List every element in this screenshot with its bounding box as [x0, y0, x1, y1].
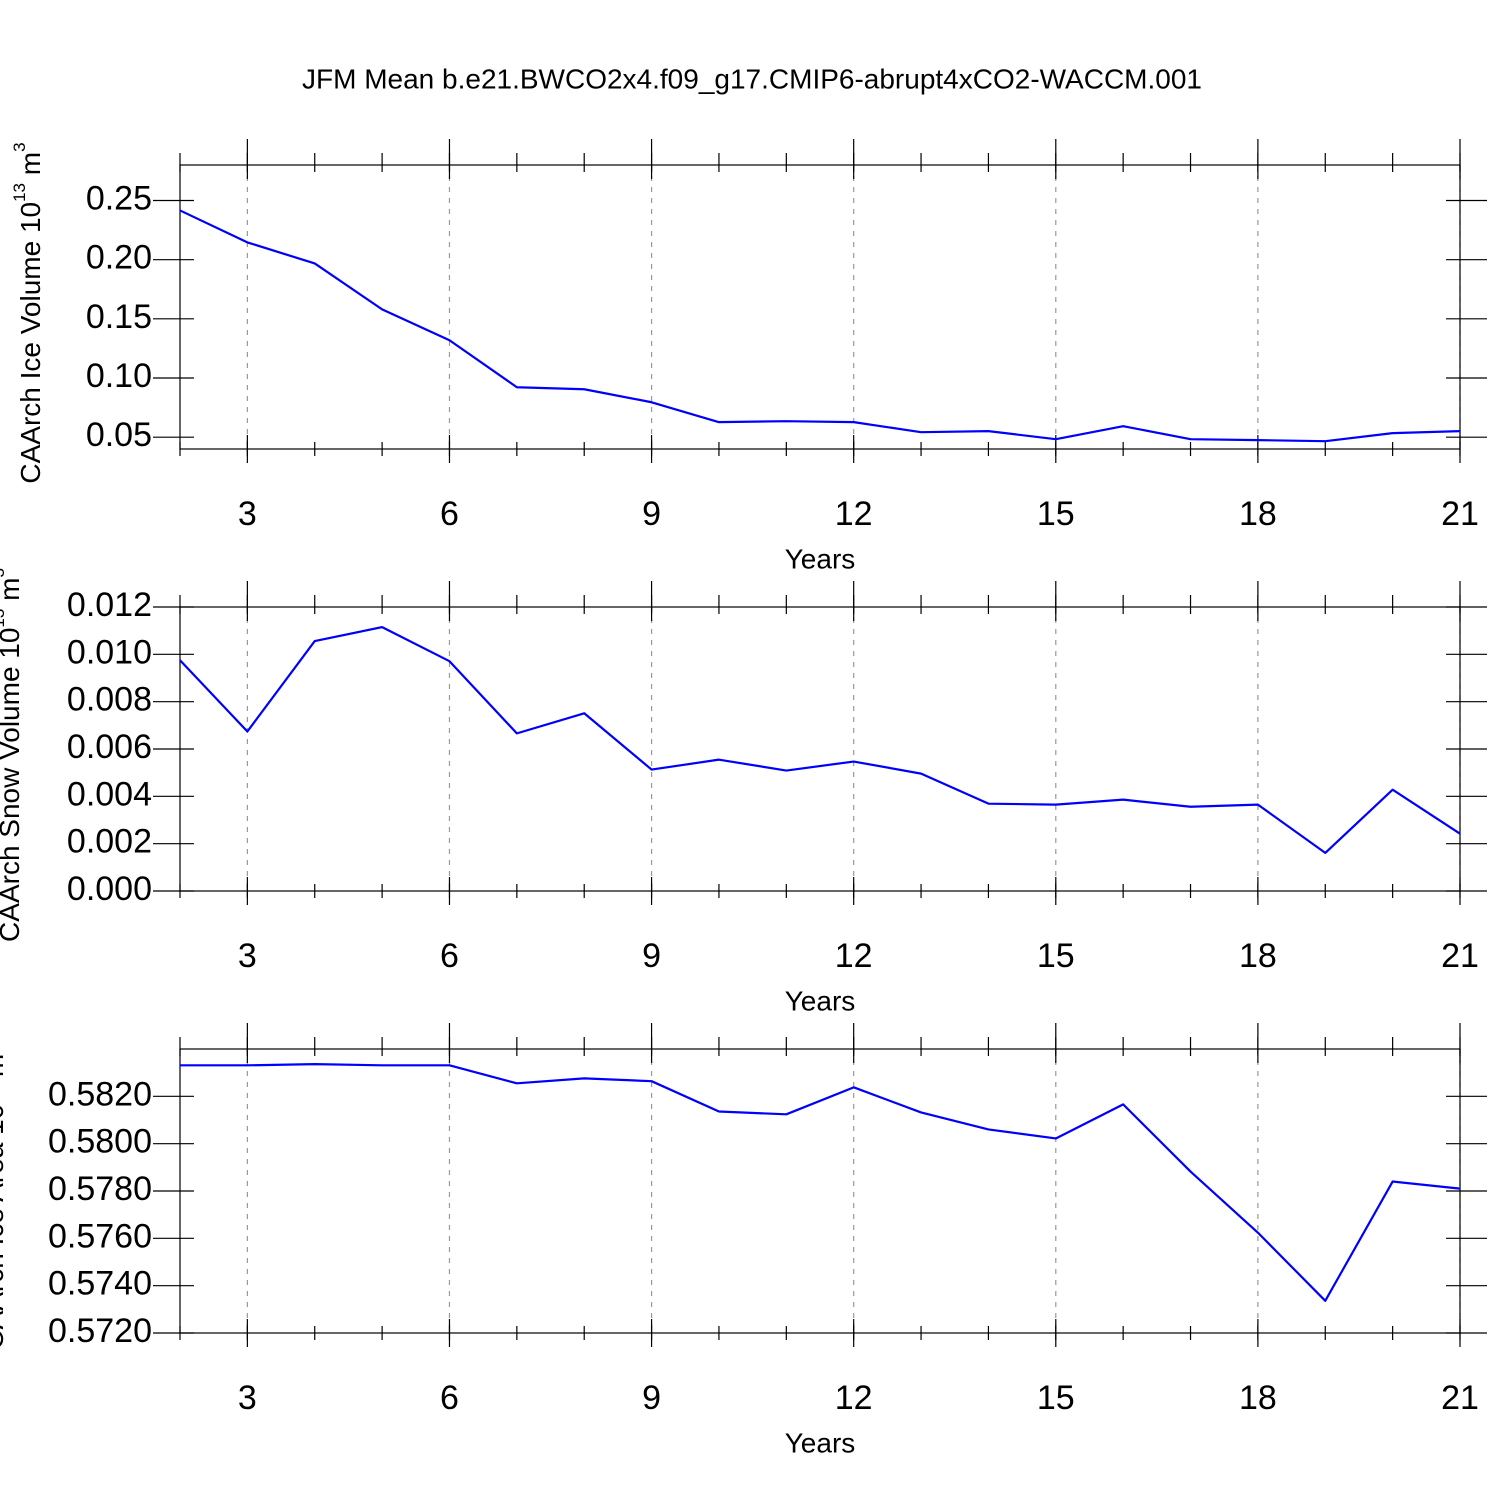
- y-axis-label: CAArch Ice Volume 1013 m3: [10, 142, 46, 483]
- data-line: [179, 626, 1461, 854]
- panel: 3 6 9 12 15 18 21 0.05 0.10 0.15 0.20 0.25 Years CAAr…: [10, 139, 1487, 574]
- y-label-unit: m: [0, 578, 25, 609]
- x-tick-label: 6: [440, 495, 459, 533]
- y-axis-label: CAArch Snow Volume 1013 m3: [0, 568, 25, 942]
- y-tick-label: 0.002: [67, 823, 152, 861]
- data-line: [180, 1063, 1461, 1302]
- y-tick-label: 0.000: [67, 870, 152, 908]
- y-tick-label: 0.5780: [48, 1170, 152, 1208]
- x-tick-label: 18: [1239, 1379, 1277, 1417]
- x-tick-label: 3: [238, 1379, 257, 1417]
- y-tick-label: 0.5800: [48, 1123, 152, 1161]
- y-label-text: CAArch Ice Volume 10: [15, 202, 46, 484]
- y-tick-label: 0.20: [86, 239, 152, 277]
- plot-frame: [179, 1048, 1461, 1334]
- y-tick-label: 0.25: [86, 179, 152, 217]
- y-tick-label: 0.5720: [48, 1312, 152, 1350]
- y-tick-label: 0.5740: [48, 1265, 152, 1303]
- y-tick-label: 0.008: [67, 681, 152, 719]
- y-label-unit: m: [15, 152, 46, 183]
- x-tick-label: 15: [1037, 1379, 1075, 1417]
- x-axis-label: Years: [785, 1427, 856, 1458]
- plot-frame: [179, 164, 1461, 450]
- x-tick-label: 18: [1239, 937, 1277, 975]
- plot-frame: [179, 606, 1461, 892]
- y-axis-label: CAArch Ice Area 1013 m2: [0, 1044, 9, 1349]
- x-tick-label: 12: [835, 495, 873, 533]
- x-tick-label: 21: [1441, 495, 1479, 533]
- y-label-unit-exp: 3: [0, 568, 8, 577]
- x-tick-label: 6: [440, 1379, 459, 1417]
- x-tick-label: 18: [1239, 495, 1277, 533]
- x-axis-label: Years: [785, 985, 856, 1016]
- x-tick-label: 3: [238, 495, 257, 533]
- x-tick-label: 12: [835, 1379, 873, 1417]
- y-tick-label: 0.006: [67, 728, 152, 766]
- panel: 3 6 9 12 15 18 21 0.000 0.002 0.004 0.006 0.008 0.01…: [0, 568, 1487, 1016]
- y-tick-label: 0.010: [67, 633, 152, 671]
- y-tick-label: 0.004: [67, 775, 152, 813]
- y-tick-label: 0.15: [86, 298, 152, 336]
- x-tick-label: 3: [238, 937, 257, 975]
- y-tick-label: 0.10: [86, 357, 152, 395]
- y-label-unit: m: [0, 1054, 9, 1085]
- y-label-unit-exp: 3: [10, 142, 29, 151]
- x-tick-label: 9: [642, 495, 661, 533]
- x-tick-label: 6: [440, 937, 459, 975]
- x-tick-label: 9: [642, 1379, 661, 1417]
- y-tick-label: 0.5760: [48, 1217, 152, 1255]
- x-tick-label: 9: [642, 937, 661, 975]
- x-tick-label: 21: [1441, 1379, 1479, 1417]
- y-label-exp: 13: [10, 183, 29, 202]
- y-label-exp: 13: [0, 609, 8, 628]
- x-tick-label: 21: [1441, 937, 1479, 975]
- panel: 3 6 9 12 15 18 21 0.5720 0.5740 0.5760 0.5780 0.580…: [0, 1023, 1487, 1458]
- data-line: [179, 209, 1461, 443]
- figure-title: JFM Mean b.e21.BWCO2x4.f09_g17.CMIP6-abr…: [302, 63, 1202, 94]
- x-tick-label: 15: [1037, 495, 1075, 533]
- x-axis-label: Years: [785, 543, 856, 574]
- y-tick-label: 0.5820: [48, 1075, 152, 1113]
- y-tick-label: 0.05: [86, 416, 152, 454]
- y-label-text: CAArch Ice Area 10: [0, 1104, 9, 1350]
- y-label-text: CAArch Snow Volume 10: [0, 628, 25, 942]
- x-tick-label: 12: [835, 937, 873, 975]
- x-tick-label: 15: [1037, 937, 1075, 975]
- y-tick-label: 0.012: [67, 586, 152, 624]
